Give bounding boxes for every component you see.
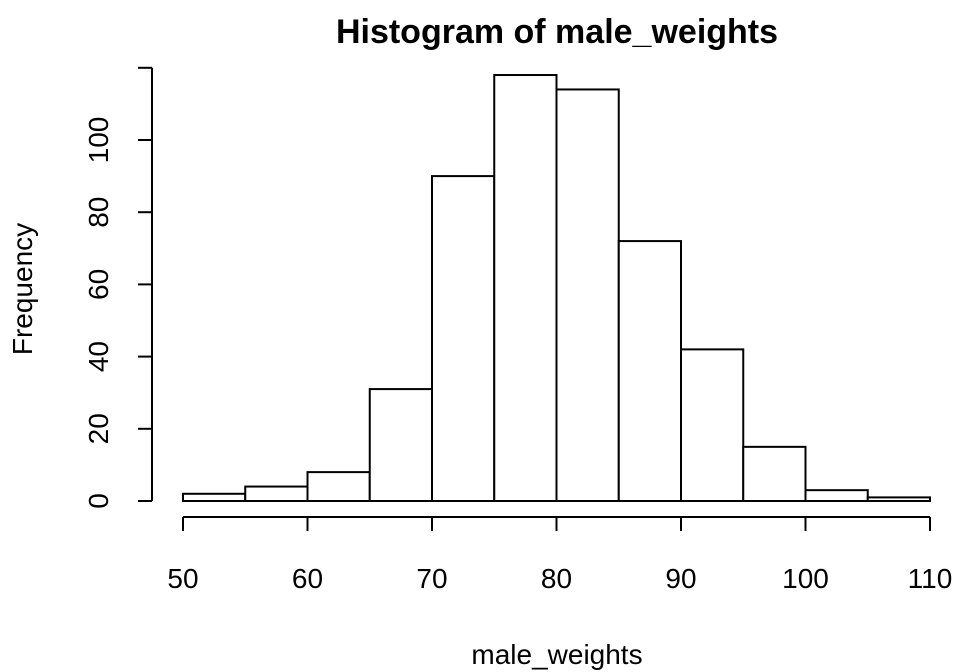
histogram-bar [742,445,807,503]
histogram-bar [555,88,620,503]
bars-group [182,74,931,503]
chart-title: Histogram of male_weights [336,13,778,51]
y-tick-label: 0 [83,493,114,509]
histogram-bar [680,348,745,502]
histogram-bar [306,471,371,502]
x-tick-label: 60 [292,563,323,594]
x-axis-label: male_weights [471,639,642,670]
x-tick-label: 90 [665,563,696,594]
x-axis: 50 60 70 80 90 100 110 [167,516,953,594]
y-tick-label: 60 [83,269,114,300]
histogram-bar [804,489,869,503]
histogram-bar [244,485,309,502]
x-tick-label: 110 [908,563,953,594]
y-tick-label: 80 [83,197,114,228]
y-axis: 0 20 40 60 80 100 [83,66,153,509]
histogram-bar [431,175,496,502]
y-tick-label: 100 [83,117,114,164]
histogram-bar [368,388,433,502]
x-tick-label: 70 [416,563,447,594]
y-tick-label: 20 [83,413,114,444]
x-tick-label: 50 [167,563,198,594]
histogram-bar [493,74,558,503]
histogram-bar [866,496,931,503]
histogram-bar [617,240,682,503]
x-tick-label: 80 [541,563,572,594]
x-tick-label: 100 [782,563,829,594]
histogram-bar [182,492,247,502]
y-axis-label: Frequency [7,223,38,355]
y-tick-label: 40 [83,341,114,372]
